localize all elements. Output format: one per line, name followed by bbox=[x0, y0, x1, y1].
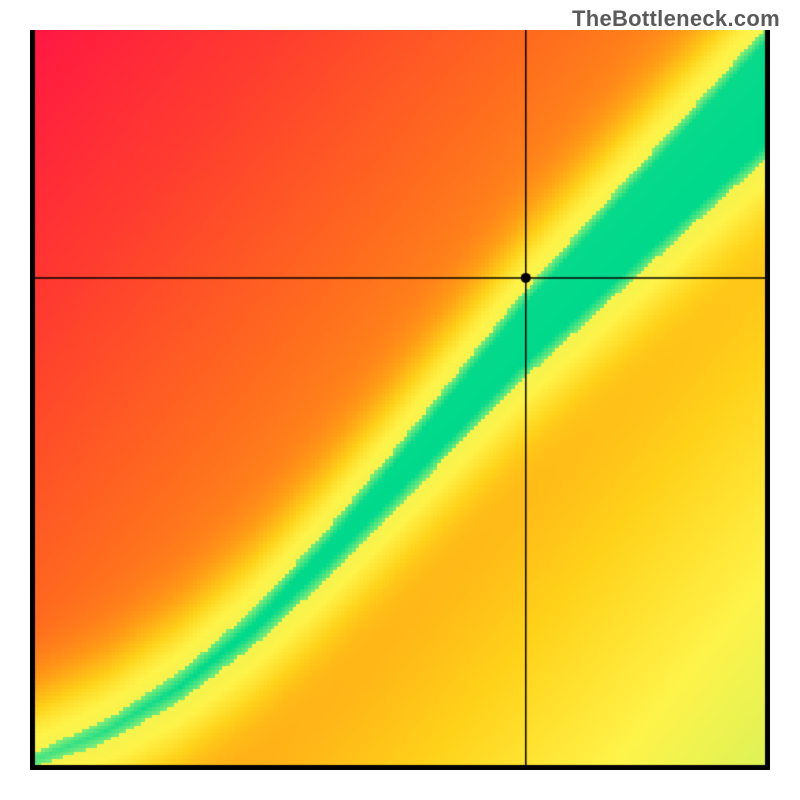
heatmap-canvas bbox=[30, 30, 770, 770]
bottleneck-heatmap bbox=[30, 30, 770, 770]
watermark-text: TheBottleneck.com bbox=[572, 6, 780, 32]
